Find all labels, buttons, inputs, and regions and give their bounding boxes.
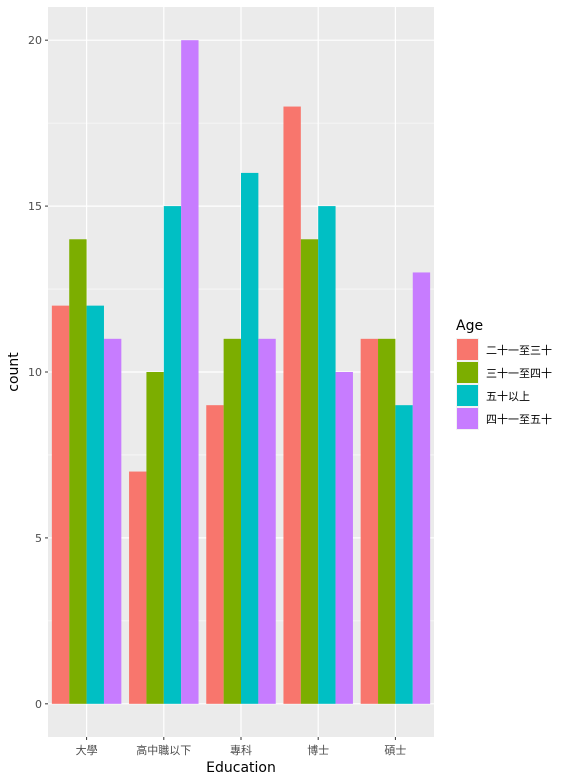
y-tick-label: 10 — [28, 366, 42, 379]
bar — [51, 305, 70, 704]
x-tick-label: 博士 — [307, 744, 329, 757]
bar — [412, 272, 431, 704]
x-tick-label: 專科 — [230, 743, 252, 757]
legend-swatch — [457, 362, 478, 383]
legend-swatch — [457, 408, 478, 429]
bar — [206, 405, 224, 704]
bar — [103, 338, 122, 704]
bar — [86, 305, 104, 704]
x-tick-label: 碩士 — [384, 744, 406, 757]
bar — [129, 471, 147, 704]
bar — [360, 338, 379, 704]
x-tick-label: 高中職以下 — [136, 743, 191, 757]
bar — [69, 239, 87, 704]
bar — [283, 106, 301, 704]
bar — [300, 239, 319, 704]
y-tick-label: 15 — [28, 200, 42, 213]
x-tick-label: 大學 — [76, 743, 98, 757]
y-tick-label: 20 — [28, 34, 42, 47]
bar — [223, 338, 241, 704]
bar — [181, 40, 199, 704]
y-tick-label: 0 — [35, 698, 42, 711]
x-axis-title: Education — [206, 760, 276, 776]
legend-label: 五十以上 — [486, 389, 530, 403]
x-axis: 大學 高中職以下 專科 博士 碩士 — [76, 737, 406, 757]
bar — [241, 172, 259, 704]
bar — [335, 372, 353, 704]
bar — [378, 338, 396, 704]
legend-label: 四十一至五十 — [486, 412, 552, 426]
legend-swatch — [457, 339, 478, 360]
y-axis-title: count — [6, 352, 22, 392]
bars — [51, 40, 431, 704]
y-tick-label: 5 — [35, 532, 42, 545]
y-axis: 0 5 10 15 20 — [28, 34, 48, 711]
bar — [146, 372, 164, 704]
bar — [395, 405, 413, 704]
legend-label: 三十一至四十 — [486, 366, 552, 380]
bar — [258, 338, 276, 704]
legend-title: Age — [456, 318, 483, 334]
bar — [163, 206, 182, 704]
legend-swatch — [457, 385, 478, 406]
legend-label: 二十一至三十 — [486, 343, 552, 357]
bar — [318, 206, 336, 704]
